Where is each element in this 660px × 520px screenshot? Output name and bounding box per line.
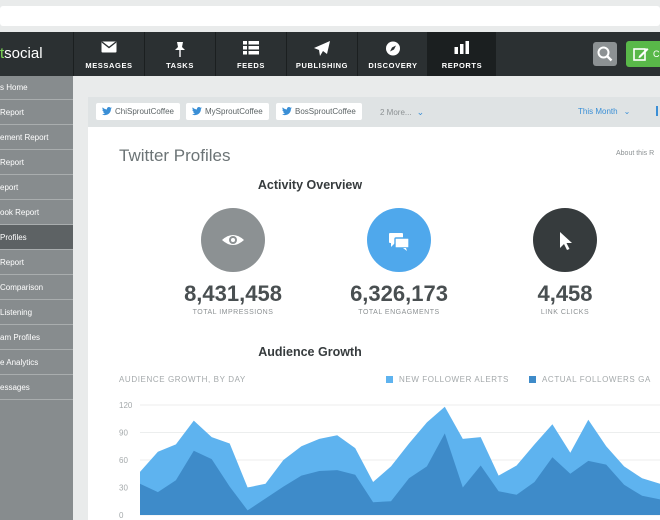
address-bar[interactable] bbox=[0, 6, 660, 26]
engagements-label: TOTAL ENGAGMENTS bbox=[358, 309, 440, 316]
list-icon bbox=[243, 41, 259, 55]
nav-publishing[interactable]: PUBLISHING bbox=[286, 32, 357, 76]
audience-growth-chart: 0 30 60 90 120 bbox=[119, 401, 660, 520]
nav-discovery[interactable]: DISCOVERY bbox=[357, 32, 428, 76]
profile-chip[interactable]: ChiSproutCoffee bbox=[96, 103, 180, 120]
actual-followers-area[interactable] bbox=[140, 433, 660, 515]
y-tick-label: 30 bbox=[119, 484, 128, 493]
sidebar-item-twitter-profiles[interactable]: Profiles bbox=[0, 225, 73, 250]
sidebar-item[interactable]: s Home bbox=[0, 76, 73, 100]
twitter-bird-icon bbox=[102, 107, 112, 116]
nav-reports-label: REPORTS bbox=[441, 61, 483, 70]
legend-label: ACTUAL FOLLOWERS GA bbox=[542, 375, 651, 384]
sidebar-item[interactable]: Report bbox=[0, 150, 73, 175]
bar-chart-icon bbox=[454, 41, 469, 54]
more-profiles-dropdown[interactable]: 2 More... ⌄ bbox=[380, 107, 424, 118]
filter-bar: ChiSproutCoffee MySproutCoffee BosSprout… bbox=[88, 97, 660, 127]
search-icon bbox=[597, 46, 613, 62]
date-range-dropdown[interactable]: This Month ⌄ bbox=[578, 107, 630, 116]
search-button[interactable] bbox=[593, 42, 617, 66]
profile-chip-label: BosSproutCoffee bbox=[295, 107, 356, 116]
nav-reports[interactable]: REPORTS bbox=[427, 32, 496, 76]
eye-icon bbox=[222, 235, 244, 245]
page-title: Twitter Profiles bbox=[119, 146, 231, 165]
y-tick-label: 90 bbox=[119, 429, 128, 438]
cursor-icon bbox=[560, 232, 572, 250]
y-tick-label: 60 bbox=[119, 456, 128, 465]
nav-feeds-label: FEEDS bbox=[236, 61, 265, 70]
legend-swatch bbox=[386, 376, 393, 383]
sidebar-item[interactable]: ement Report bbox=[0, 125, 73, 150]
legend-swatch bbox=[529, 376, 536, 383]
nav-tasks-label: TASKS bbox=[166, 61, 194, 70]
impressions-badge bbox=[201, 208, 265, 272]
about-report-link[interactable]: About this R bbox=[616, 150, 655, 157]
impressions-value: 8,431,458 bbox=[184, 281, 282, 306]
sidebar-item[interactable]: am Profiles bbox=[0, 325, 73, 350]
nav-discovery-label: DISCOVERY bbox=[368, 61, 418, 70]
reports-sidebar: s Home Report ement Report Report eport … bbox=[0, 76, 73, 520]
app-logo[interactable]: tsocial bbox=[0, 32, 73, 76]
legend-item[interactable]: NEW FOLLOWER ALERTS bbox=[386, 375, 509, 384]
chat-bubbles-icon bbox=[389, 233, 410, 251]
nav-messages-label: MESSAGES bbox=[85, 61, 133, 70]
sidebar-item[interactable]: eport bbox=[0, 175, 73, 200]
profile-chip[interactable]: BosSproutCoffee bbox=[276, 103, 362, 120]
y-tick-label: 120 bbox=[119, 401, 133, 410]
twitter-bird-icon bbox=[192, 107, 202, 116]
legend-item[interactable]: ACTUAL FOLLOWERS GA bbox=[529, 375, 651, 384]
compass-icon bbox=[386, 41, 400, 56]
engagements-badge bbox=[367, 208, 431, 272]
sidebar-item[interactable]: Report bbox=[0, 250, 73, 275]
compose-button[interactable]: C bbox=[626, 41, 660, 67]
profile-chip-label: ChiSproutCoffee bbox=[115, 107, 174, 116]
link-clicks-value: 4,458 bbox=[537, 281, 593, 306]
sidebar-item[interactable]: Report bbox=[0, 100, 73, 125]
chevron-down-icon: ⌄ bbox=[623, 107, 631, 116]
nav-publishing-label: PUBLISHING bbox=[295, 61, 349, 70]
sidebar-item[interactable]: ook Report bbox=[0, 200, 73, 225]
nav-tasks[interactable]: TASKS bbox=[144, 32, 215, 76]
sidebar-item[interactable]: Comparison bbox=[0, 275, 73, 300]
chevron-down-icon: ⌄ bbox=[416, 107, 425, 117]
sidebar-item[interactable]: e Analytics bbox=[0, 350, 73, 375]
nav-messages[interactable]: MESSAGES bbox=[73, 32, 144, 76]
paper-plane-icon bbox=[314, 41, 330, 56]
envelope-icon bbox=[101, 41, 117, 53]
sidebar-item[interactable]: Listening bbox=[0, 300, 73, 325]
nav-feeds[interactable]: FEEDS bbox=[215, 32, 286, 76]
date-range-label: This Month bbox=[578, 107, 618, 116]
legend-label: NEW FOLLOWER ALERTS bbox=[399, 375, 509, 384]
compose-label: C bbox=[653, 49, 660, 59]
link-clicks-label: LINK CLICKS bbox=[540, 309, 590, 316]
link-clicks-badge bbox=[533, 208, 597, 272]
compose-icon bbox=[633, 48, 649, 61]
engagements-value: 6,326,173 bbox=[350, 281, 448, 306]
y-tick-label: 0 bbox=[119, 511, 124, 520]
impressions-label: TOTAL IMPRESSIONS bbox=[192, 309, 274, 316]
browser-chrome bbox=[0, 0, 660, 32]
report-panel: ChiSproutCoffee MySproutCoffee BosSprout… bbox=[88, 97, 660, 520]
more-profiles-label: 2 More... bbox=[380, 108, 412, 117]
twitter-bird-icon bbox=[282, 107, 292, 116]
profile-chip[interactable]: MySproutCoffee bbox=[186, 103, 269, 120]
chart-subtitle: AUDIENCE GROWTH, BY DAY bbox=[119, 375, 246, 384]
sidebar-item[interactable]: essages bbox=[0, 375, 73, 400]
audience-growth-title: Audience Growth bbox=[258, 345, 362, 359]
filter-bar-edge bbox=[656, 106, 658, 116]
profile-chip-label: MySproutCoffee bbox=[205, 107, 263, 116]
activity-overview-title: Activity Overview bbox=[257, 178, 363, 192]
top-navigation: tsocial MESSAGES TASKS FEEDS PUBLISHING … bbox=[0, 32, 660, 76]
pin-icon bbox=[175, 42, 185, 57]
